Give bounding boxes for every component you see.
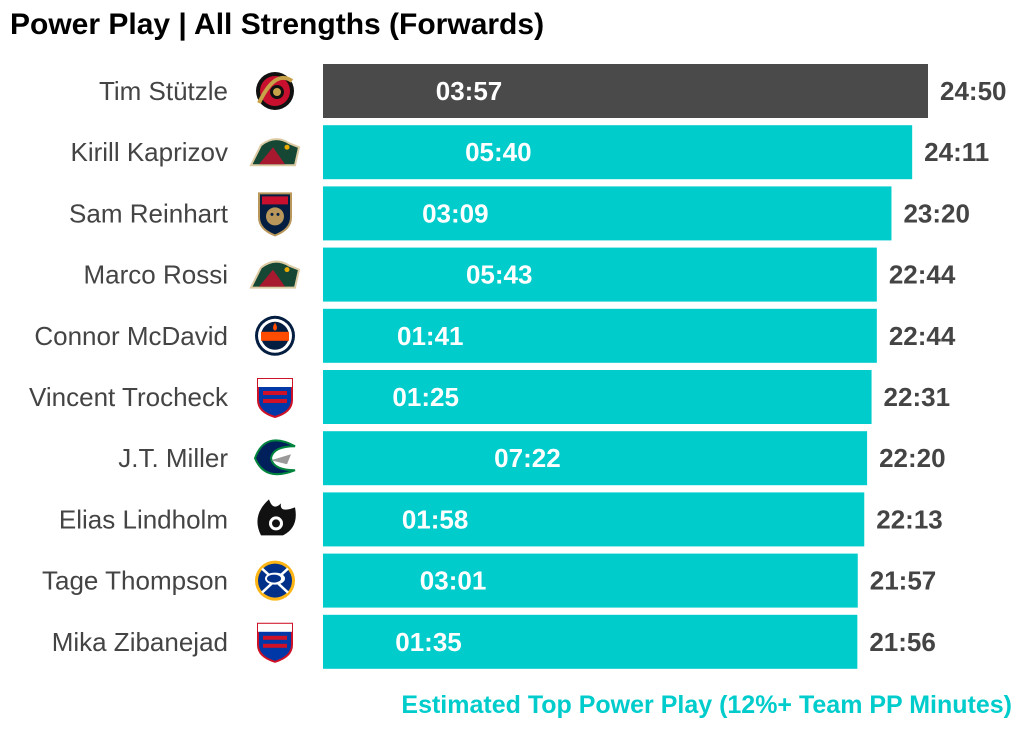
minnesota-wild-icon	[249, 138, 301, 167]
bar	[323, 64, 928, 118]
player-name-label: Connor McDavid	[34, 321, 228, 351]
total-time-label: 22:13	[876, 504, 943, 534]
total-time-label: 22:44	[889, 260, 956, 290]
pp-time-label: 05:40	[465, 137, 532, 167]
pp-time-label: 01:35	[395, 627, 462, 657]
pp-time-label: 05:43	[466, 260, 533, 290]
bar	[323, 125, 913, 180]
player-name-label: Vincent Trocheck	[29, 382, 229, 412]
bar	[323, 247, 877, 302]
player-name-label: Sam Reinhart	[69, 198, 229, 228]
player-name-label: Mika Zibanejad	[52, 627, 228, 657]
player-name-label: Marco Rossi	[84, 260, 228, 290]
player-name-label: Kirill Kaprizov	[71, 137, 229, 167]
pp-time-label: 01:25	[392, 382, 459, 412]
bar	[323, 370, 872, 424]
total-time-label: 21:57	[870, 566, 937, 596]
player-row: Connor McDavid 01:41 22:44	[34, 308, 956, 363]
player-row: Vincent Trocheck 01:25 22:31	[29, 370, 950, 424]
total-time-label: 22:31	[884, 382, 951, 412]
total-time-label: 21:56	[869, 627, 936, 657]
pp-time-label: 01:41	[397, 321, 464, 351]
player-name-label: Tage Thompson	[42, 566, 228, 596]
chart-title: Power Play | All Strengths (Forwards)	[10, 8, 545, 41]
player-name-label: J.T. Miller	[118, 443, 228, 473]
bar	[323, 492, 865, 547]
total-time-label: 24:50	[940, 76, 1007, 106]
total-time-label: 22:20	[879, 443, 946, 473]
minnesota-wild-icon	[249, 260, 301, 289]
player-row: Elias Lindholm 01:58 22:13	[59, 492, 943, 547]
new-york-rangers-icon	[257, 622, 293, 663]
new-york-rangers-icon	[257, 378, 293, 419]
player-row: J.T. Miller 07:22 22:20	[118, 431, 946, 486]
vancouver-canucks-icon	[253, 439, 296, 476]
total-time-label: 23:20	[903, 198, 970, 228]
florida-panthers-icon	[258, 192, 292, 237]
legend-text: Estimated Top Power Play (12%+ Team PP M…	[401, 691, 1012, 719]
bar	[323, 614, 858, 669]
bar	[323, 431, 868, 486]
player-name-label: Elias Lindholm	[59, 504, 228, 534]
pp-time-label: 01:58	[402, 504, 469, 534]
total-time-label: 24:11	[924, 137, 989, 167]
player-row: Marco Rossi 05:43 22:44	[84, 247, 956, 302]
bar	[323, 308, 877, 363]
bar	[323, 186, 892, 241]
player-row: Tim Stützle 03:57 24:50	[99, 64, 1007, 118]
pp-time-label: 03:09	[422, 198, 489, 228]
player-row: Sam Reinhart 03:09 23:20	[69, 186, 970, 241]
pp-time-label: 03:01	[420, 566, 487, 596]
player-row: Kirill Kaprizov 05:40 24:11	[71, 125, 989, 180]
calgary-flames-icon	[257, 499, 296, 536]
bar	[323, 553, 858, 608]
player-name-label: Tim Stützle	[99, 76, 228, 106]
pp-time-label: 03:57	[436, 76, 503, 106]
pp-time-label: 07:22	[494, 443, 561, 473]
total-time-label: 22:44	[889, 321, 956, 351]
player-row: Mika Zibanejad 01:35 21:56	[52, 614, 936, 669]
ottawa-senators-icon	[256, 72, 294, 110]
player-row: Tage Thompson 03:01 21:57	[42, 553, 937, 608]
edmonton-oilers-icon	[255, 315, 295, 356]
buffalo-sabres-icon	[255, 560, 295, 601]
